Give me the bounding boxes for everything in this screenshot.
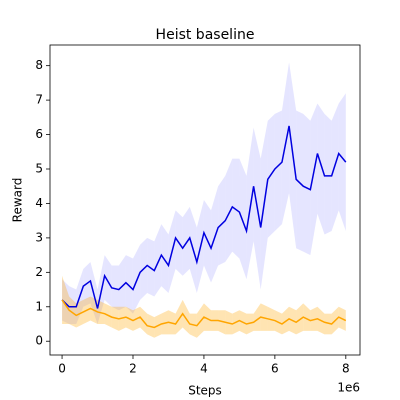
band-segment: [203, 303, 212, 331]
x-tick-label: 0: [58, 362, 66, 376]
band-segment: [218, 175, 226, 266]
band-segment: [118, 306, 126, 331]
band-segment: [189, 313, 197, 338]
x-tick-label: 2: [129, 362, 137, 376]
band-segment: [161, 310, 169, 335]
band-segment: [111, 265, 119, 311]
band-segment: [62, 275, 70, 324]
band-segment: [225, 158, 233, 262]
y-tick-label: 0: [35, 334, 43, 348]
y-tick-label: 7: [35, 93, 43, 107]
band-segment: [239, 158, 247, 280]
band-segment: [62, 279, 70, 324]
band-segment: [317, 103, 325, 235]
x-tick-label: 4: [200, 362, 208, 376]
band-segment: [182, 299, 190, 335]
x-tick-label: 8: [342, 362, 350, 376]
band-segment: [125, 255, 133, 314]
band-segment: [303, 113, 311, 256]
band-segment: [303, 303, 311, 331]
band-segment: [267, 306, 275, 331]
y-tick-label: 1: [35, 299, 43, 313]
band-segment: [253, 303, 261, 331]
band-segment: [161, 224, 169, 293]
band-segment: [175, 299, 183, 335]
band-segment: [310, 306, 318, 331]
y-tick-label: 5: [35, 162, 43, 176]
band-segment: [246, 313, 254, 335]
band-segment: [111, 306, 119, 331]
band-segment: [324, 313, 332, 335]
band-segment: [246, 127, 254, 280]
line: [61, 299, 347, 329]
y-tick-label: 3: [35, 230, 43, 244]
band-segment: [324, 113, 332, 235]
y-axis-label: Reward: [11, 178, 25, 223]
band-segment: [260, 303, 268, 331]
x-tick-label: 6: [271, 362, 279, 376]
band-segment: [267, 113, 275, 238]
band-segment: [168, 310, 176, 335]
y-tick-label: 6: [35, 127, 43, 141]
band-segment: [274, 110, 282, 231]
x-offset-label: 1e6: [337, 381, 360, 395]
band-segment: [97, 299, 105, 324]
line: [61, 125, 347, 309]
band-segment: [296, 110, 304, 252]
plot-frame: [49, 44, 361, 356]
chart-title: Heist baseline: [156, 27, 255, 43]
band-segment: [338, 93, 346, 231]
band-segment: [147, 313, 155, 338]
y-tick-label: 8: [35, 58, 43, 72]
band-segment: [218, 310, 226, 335]
band-segment: [211, 186, 219, 283]
x-axis-label: Steps: [188, 384, 222, 398]
y-tick-label: 4: [35, 196, 43, 210]
band-segment: [118, 255, 126, 311]
y-tick-label: 2: [35, 265, 43, 279]
band-segment: [310, 103, 318, 256]
band-segment: [331, 103, 339, 231]
band-segment: [154, 224, 162, 297]
band-segment: [182, 206, 190, 276]
band-segment: [225, 310, 233, 335]
